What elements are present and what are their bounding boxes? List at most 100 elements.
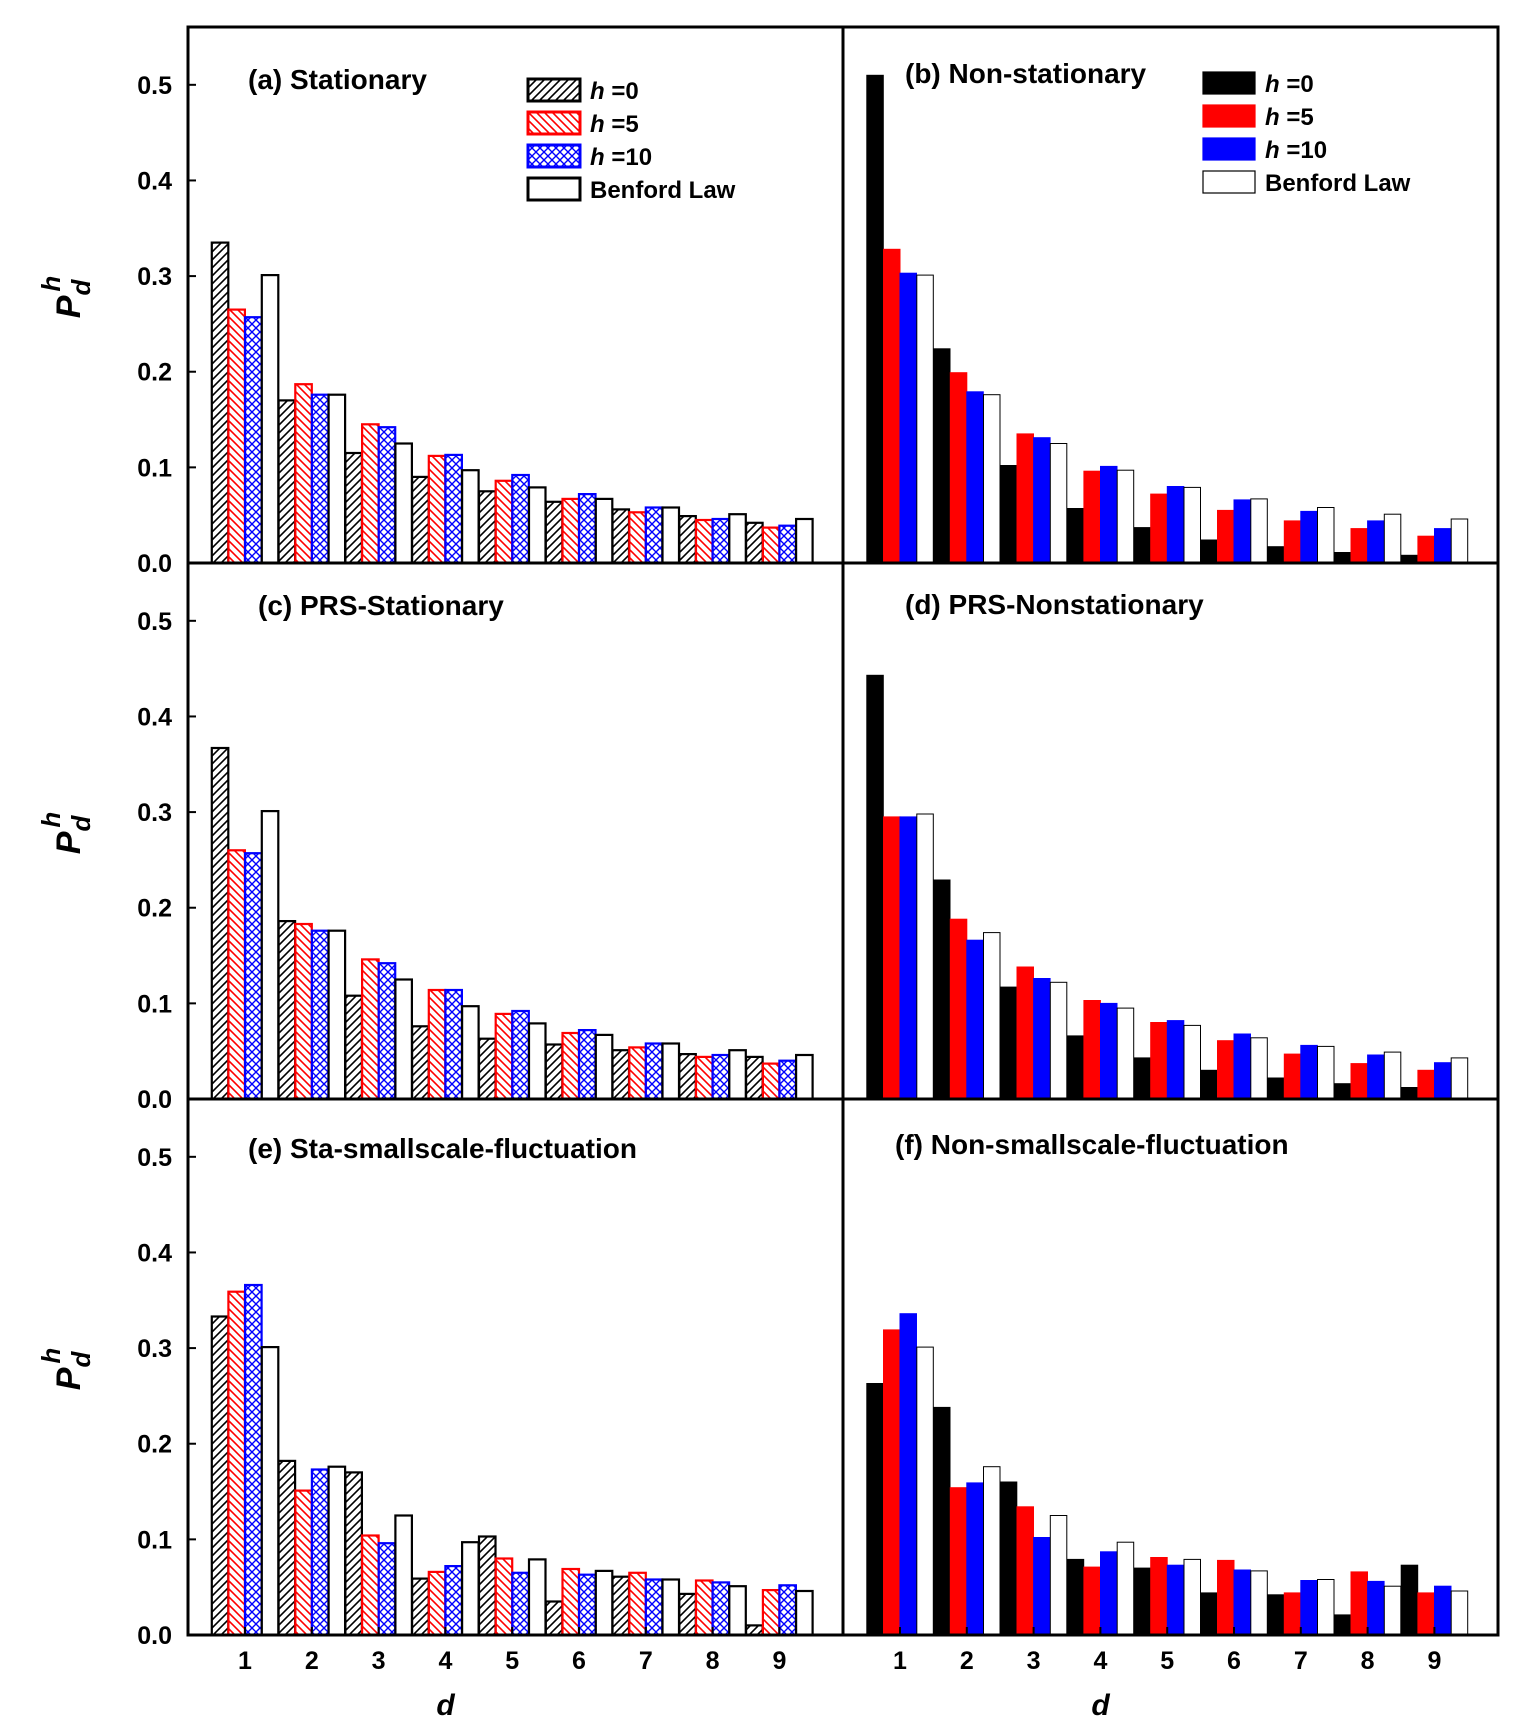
bar-h5-d8: [1350, 1571, 1368, 1636]
bar-h10-d2: [966, 1482, 984, 1636]
bar-h10-d9: [1434, 1062, 1452, 1100]
bar-h5-d6: [1217, 509, 1235, 564]
bar-h0-d9: [1400, 1564, 1419, 1636]
bar-benford-d1: [260, 1345, 280, 1637]
y-tick-label: 0.1: [137, 990, 172, 1018]
bar-h10-d6: [577, 1028, 597, 1101]
panel-title: (a) Stationary: [248, 64, 427, 95]
bar-benford-d1: [916, 274, 934, 564]
bar-h10-d4: [444, 453, 463, 565]
bar-h5-d4: [427, 454, 447, 565]
bar-h5-d7: [628, 1571, 647, 1637]
bar-h10-d3: [1033, 978, 1051, 1100]
bar-h5-d7: [1283, 520, 1302, 564]
bar-h5-d8: [694, 518, 714, 565]
bar-benford-d9: [1450, 1057, 1469, 1100]
bar-h0-d2: [933, 879, 951, 1100]
bar-h10-d6: [577, 1573, 597, 1637]
bar-h5-d3: [361, 1534, 380, 1637]
bar-h10-d7: [644, 1042, 664, 1101]
legend-swatch: [1202, 137, 1256, 161]
bar-benford-d9: [794, 1053, 814, 1101]
bar-h0-d8: [678, 1592, 697, 1637]
bar-h10-d2: [966, 939, 984, 1100]
bar-h10-d1: [244, 1283, 263, 1637]
y-tick-label: 0.5: [137, 72, 172, 100]
bar-h5-d5: [494, 1557, 514, 1637]
bar-benford-d1: [260, 809, 280, 1101]
bar-benford-d2: [983, 932, 1001, 1100]
bar-benford-d2: [327, 929, 347, 1101]
x-tick-label: 9: [1427, 1647, 1441, 1675]
legend-label: h =10: [590, 144, 652, 171]
bar-h0-d4: [1066, 508, 1085, 564]
legend-label: h =0: [1265, 71, 1314, 98]
panel-title: (f) Non-smallscale-fluctuation: [895, 1129, 1289, 1160]
bar-h0-d2: [933, 1406, 951, 1636]
bar-h5-d6: [1217, 1559, 1235, 1636]
x-axis-label: d: [1091, 1689, 1110, 1722]
bar-h5-d1: [227, 308, 246, 565]
bar-h5-d9: [761, 1588, 781, 1637]
x-tick-label: 7: [639, 1647, 653, 1675]
legend-swatch: [1202, 104, 1256, 128]
bar-h5-d1: [227, 849, 246, 1101]
bar-benford-d9: [1450, 1590, 1469, 1636]
bar-h10-d8: [1367, 520, 1385, 564]
bar-h5-d7: [628, 1046, 647, 1101]
bar-benford-d8: [728, 1049, 747, 1101]
bar-benford-d3: [1049, 1515, 1068, 1636]
bar-benford-d5: [1183, 1558, 1201, 1636]
bar-h0-d7: [1267, 546, 1285, 564]
bar-h10-d4: [1100, 1551, 1118, 1636]
bar-benford-d9: [794, 1589, 814, 1637]
legend-swatch: [526, 77, 582, 103]
x-tick-label: 2: [960, 1647, 974, 1675]
bar-h5-d2: [294, 1489, 313, 1637]
y-tick-label: 0.3: [137, 263, 172, 291]
bar-benford-d8: [1383, 1051, 1402, 1100]
bar-benford-d3: [394, 1514, 413, 1637]
bar-h10-d9: [778, 524, 798, 565]
bar-h0-d9: [1400, 1087, 1419, 1100]
bar-benford-d9: [794, 517, 814, 565]
bar-h5-d6: [561, 1567, 581, 1637]
legend-label: Benford Law: [1265, 170, 1411, 197]
x-tick-label: 1: [893, 1647, 907, 1675]
bar-h0-d3: [344, 1471, 363, 1637]
bar-h10-d5: [1166, 1020, 1185, 1100]
legend: h =0 h =5 h =10 Benford Law: [1202, 71, 1411, 197]
bar-h5-d4: [1083, 470, 1101, 564]
bar-benford-d1: [260, 274, 280, 565]
bar-benford-d7: [661, 1578, 681, 1637]
bar-h0-d2: [933, 348, 951, 564]
bar-benford-d4: [1116, 1007, 1135, 1100]
bar-h10-d2: [310, 1468, 330, 1637]
bar-h10-d4: [444, 1564, 463, 1637]
bar-benford-d7: [1317, 1045, 1335, 1100]
bar-h0-d5: [477, 1037, 497, 1101]
bar-h0-d6: [544, 1043, 564, 1101]
bar-h10-d9: [778, 1059, 798, 1101]
y-axis-label-text: Pdh: [36, 812, 96, 854]
bar-benford-d1: [916, 813, 934, 1100]
bar-h0-d2: [277, 1459, 297, 1637]
bar-h5-d5: [494, 1012, 514, 1101]
bar-h10-d1: [244, 852, 263, 1101]
bar-h10-d5: [511, 473, 530, 565]
bar-h5-d2: [294, 922, 313, 1101]
bar-h0-d7: [1267, 1594, 1285, 1636]
legend-label: Benford Law: [590, 177, 736, 204]
bar-h0-d1: [210, 241, 230, 565]
bar-h10-d5: [1166, 486, 1185, 564]
bar-h5-d1: [883, 1329, 901, 1636]
bar-h5-d8: [1350, 1063, 1368, 1100]
bar-h10-d8: [711, 1581, 731, 1637]
panel-d: (d) PRS-Nonstationary: [841, 561, 1500, 1101]
bar-benford-d5: [527, 486, 547, 565]
bar-benford-d4: [1116, 1541, 1135, 1636]
bar-h10-d1: [244, 316, 263, 565]
bar-h5-d5: [1150, 1022, 1168, 1100]
y-tick-label: 0.0: [137, 1622, 172, 1650]
legend-swatch: [1202, 170, 1256, 194]
